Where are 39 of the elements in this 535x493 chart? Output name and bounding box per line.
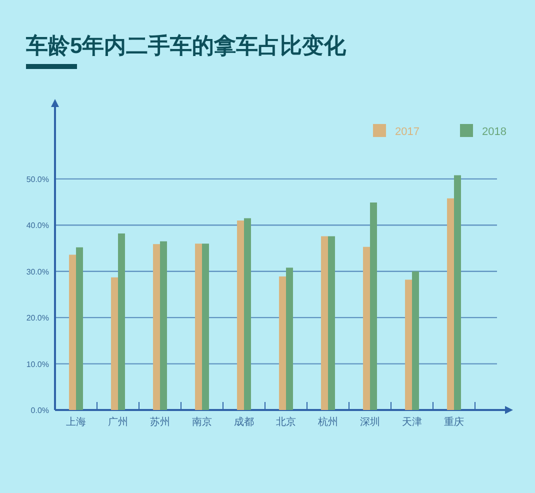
bar bbox=[118, 233, 125, 410]
y-tick-label: 50.0% bbox=[26, 174, 49, 184]
bar bbox=[286, 268, 293, 410]
bar bbox=[279, 276, 286, 410]
bar bbox=[244, 218, 251, 410]
x-tick-label: 苏州 bbox=[150, 416, 170, 428]
bar bbox=[328, 236, 335, 410]
x-tick-label: 北京 bbox=[276, 416, 296, 428]
title: 车龄5年内二手车的拿车占比变化 bbox=[26, 33, 346, 58]
y-tick-label: 30.0% bbox=[26, 267, 49, 276]
bar bbox=[370, 202, 377, 410]
x-tick-label: 上海 bbox=[66, 416, 86, 428]
x-tick-label: 天津 bbox=[402, 416, 422, 428]
bar bbox=[447, 198, 454, 410]
y-tick-label: 0.0% bbox=[30, 406, 49, 415]
bar bbox=[237, 220, 244, 410]
bar bbox=[153, 244, 160, 410]
bar bbox=[405, 280, 412, 410]
legend-label: 2018 bbox=[482, 126, 506, 138]
y-tick-label: 20.0% bbox=[26, 314, 49, 323]
x-tick-label: 深圳 bbox=[360, 416, 380, 428]
bar bbox=[363, 246, 370, 410]
x-tick-label: 重庆 bbox=[444, 416, 464, 428]
bar bbox=[111, 277, 118, 410]
bar bbox=[160, 241, 167, 410]
bar bbox=[321, 236, 328, 410]
bar bbox=[454, 175, 461, 410]
bar bbox=[195, 244, 202, 410]
bar bbox=[69, 254, 76, 410]
y-tick-label: 10.0% bbox=[26, 360, 49, 369]
x-tick-label: 杭州 bbox=[317, 416, 338, 428]
legend-label: 2017 bbox=[395, 126, 420, 138]
bar bbox=[412, 271, 419, 410]
x-tick-label: 南京 bbox=[192, 416, 212, 428]
x-tick-label: 成都 bbox=[234, 416, 254, 428]
bar bbox=[202, 244, 209, 410]
x-tick-label: 广州 bbox=[108, 416, 128, 428]
bar bbox=[76, 247, 83, 410]
y-tick-label: 40.0% bbox=[26, 221, 49, 230]
